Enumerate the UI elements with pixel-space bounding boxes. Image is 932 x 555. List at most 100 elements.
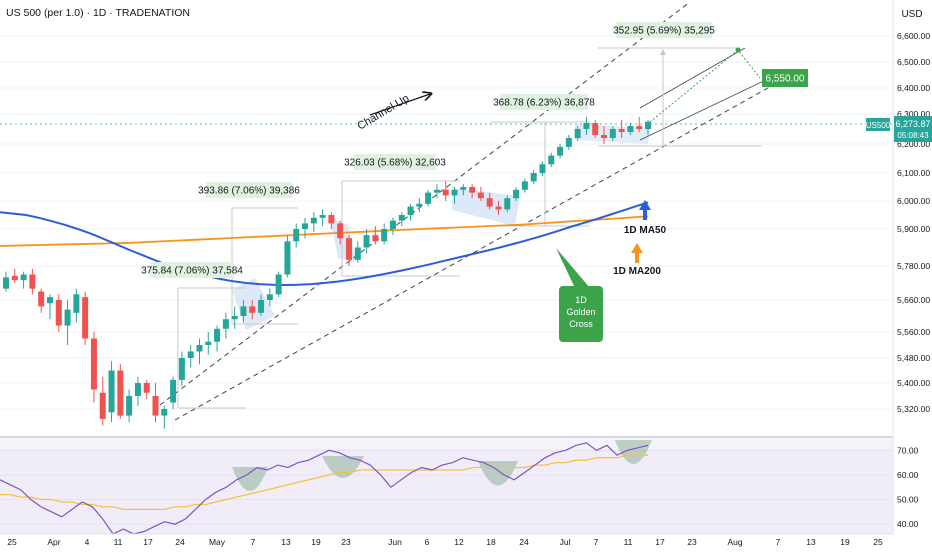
price-badge-box (894, 116, 932, 142)
candle-body (73, 294, 80, 313)
ma200-label: 1D MA200 (613, 266, 661, 277)
candlesticks (3, 117, 651, 429)
candle-body (433, 189, 440, 193)
candle-body (29, 274, 36, 289)
candle-body (601, 135, 608, 138)
candle-body (187, 351, 194, 358)
price-tick-label: 6,400.00 (897, 83, 930, 93)
candle-body (398, 215, 405, 221)
candle-body (134, 383, 141, 396)
channel-up-arrow (369, 94, 430, 116)
measure-label-5: 352.95 (5.69%) 35,295 (613, 22, 715, 38)
candle-body (416, 203, 423, 207)
candle-body (328, 215, 335, 224)
price-pane[interactable] (0, 0, 893, 436)
candle-body (82, 297, 89, 339)
price-tick-label: 6,200.00 (897, 139, 930, 149)
candle-body (38, 291, 45, 307)
rsi-average-line (0, 454, 648, 511)
golden-cross-line1: 1D (575, 295, 587, 305)
candle-body (222, 319, 229, 329)
price-tick-label: 5,900.00 (897, 224, 930, 234)
candle-body (170, 379, 177, 403)
candle-body (266, 294, 273, 300)
candle-body (152, 396, 159, 416)
candle-body (46, 297, 53, 304)
time-tick-label: 7 (251, 537, 256, 547)
candle-body (618, 129, 625, 132)
price-value: 6,273.87 (895, 119, 930, 129)
rsi-line (0, 442, 649, 535)
candle-body (284, 241, 291, 275)
candle-body (460, 187, 467, 190)
time-axis: 25 Apr 4 11 17 24 May 7 13 19 23 Jun 6 12 18 24 Jul 7 11 17… (7, 537, 883, 547)
candle-body (214, 328, 221, 342)
ma50-arrow-icon (639, 200, 651, 220)
time-axis-panel[interactable] (0, 534, 932, 550)
rsi-tick-label: 60.00 (897, 470, 919, 480)
candle-body (521, 181, 528, 190)
candle-body (249, 306, 256, 313)
candle-body (310, 217, 317, 224)
candle-body (363, 235, 370, 248)
time-tick-label: 17 (143, 537, 153, 547)
candle-body (178, 358, 185, 380)
measure-text-2: 393.86 (7.06%) 39,386 (198, 186, 300, 197)
ma50-label: 1D MA50 (624, 225, 667, 236)
time-tick-label: 25 (873, 537, 883, 547)
measure-label-1: 375.84 (7.06%) 37,584 (141, 262, 243, 278)
candle-body (161, 409, 168, 416)
time-tick-label: 25 (7, 537, 17, 547)
price-axis-panel[interactable] (893, 0, 932, 550)
candle-body (513, 189, 520, 199)
candle-body (231, 316, 238, 320)
ma200-annotation: 1D MA200 (613, 243, 661, 277)
candle-body (574, 129, 581, 138)
candle-body (108, 370, 115, 413)
candle-body (20, 274, 27, 281)
price-axis: 6,600.00 6,500.00 6,400.00 6,300.00 6,200.00… (897, 31, 930, 414)
price-grid (0, 35, 893, 410)
time-tick-label: May (209, 537, 226, 547)
price-tick-label: 5,780.00 (897, 261, 930, 271)
candle-body (3, 277, 9, 289)
channel-bottom-line (174, 69, 801, 421)
target-point (735, 47, 741, 53)
candle-body (425, 192, 432, 204)
candle-body (126, 396, 133, 416)
candle-body (530, 173, 537, 182)
candle-body (609, 129, 616, 138)
ticker-badge (866, 118, 890, 131)
price-tick-label: 5,320.00 (897, 404, 930, 414)
ma200-line (0, 215, 649, 247)
pane-divider[interactable] (0, 436, 893, 438)
ma50-line (0, 201, 649, 287)
price-badge[interactable]: US500 6,273.87 05:08:43 (866, 116, 932, 142)
candle-body (205, 341, 212, 345)
time-tick-label: 7 (594, 537, 599, 547)
time-tick-label: Aug (727, 537, 742, 547)
candle-body (354, 247, 361, 260)
price-tick-label: 5,480.00 (897, 353, 930, 363)
time-tick-label: 13 (806, 537, 816, 547)
candle-body (442, 189, 449, 196)
measure-label-2: 393.86 (7.06%) 39,386 (198, 182, 300, 198)
measure-text-3: 326.03 (5.68%) 32,603 (344, 158, 446, 169)
candle-body (477, 192, 484, 199)
candle-body (539, 164, 546, 173)
measure-text-1: 375.84 (7.06%) 37,584 (141, 266, 243, 277)
price-tick-label: 6,000.00 (897, 196, 930, 206)
candle-body (64, 309, 71, 326)
rsi-tick-label: 70.00 (897, 445, 919, 455)
target-label: 6,550.00 (762, 69, 808, 87)
time-tick-label: 7 (776, 537, 781, 547)
golden-cross-line3: Cross (569, 319, 593, 329)
time-tick-label: Jul (560, 537, 571, 547)
time-tick-label: 11 (624, 537, 633, 547)
candle-body (275, 274, 282, 295)
time-tick-label: 24 (175, 537, 185, 547)
price-countdown: 05:08:43 (897, 131, 929, 140)
ma50-annotation: 1D MA50 (624, 200, 667, 236)
channel-top-line (159, 1, 691, 406)
